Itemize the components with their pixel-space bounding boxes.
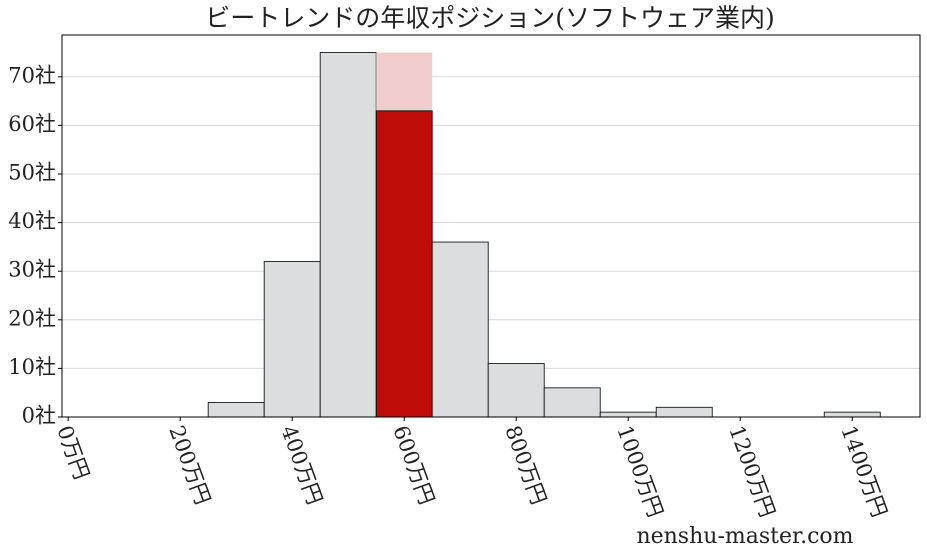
highlight-bar xyxy=(375,110,433,418)
y-tick-label: 40社 xyxy=(8,209,56,233)
bar xyxy=(599,411,657,418)
y-tick-label: 30社 xyxy=(8,258,56,282)
x-tick-label: 800万円 xyxy=(500,422,551,507)
y-tick-label: 50社 xyxy=(8,160,56,184)
watermark: nenshu-master.com xyxy=(636,524,853,549)
y-tick-label: 20社 xyxy=(8,306,56,330)
x-tick-label: 1200万円 xyxy=(724,422,779,520)
bar xyxy=(487,363,545,418)
y-tick-label: 10社 xyxy=(8,355,56,379)
x-tick-label: 600万円 xyxy=(388,422,439,507)
x-tick-label: 1000万円 xyxy=(612,422,667,520)
bar xyxy=(263,261,321,418)
x-tick-label: 0万円 xyxy=(52,422,93,482)
x-tick-label: 1400万円 xyxy=(836,422,891,520)
y-tick-label: 60社 xyxy=(8,112,56,136)
bar xyxy=(655,406,713,418)
bar xyxy=(207,402,265,418)
bar xyxy=(319,52,377,418)
y-tick-label: 70社 xyxy=(8,63,56,87)
bar xyxy=(543,387,601,418)
bar xyxy=(431,241,489,418)
y-tick-label: 0社 xyxy=(22,404,56,428)
x-tick-label: 400万円 xyxy=(276,422,327,507)
x-tick-label: 200万円 xyxy=(164,422,215,507)
plot-frame xyxy=(61,34,921,418)
chart-title: ビートレンドの年収ポジション(ソフトウェア業内) xyxy=(205,4,775,33)
bar xyxy=(823,411,881,418)
